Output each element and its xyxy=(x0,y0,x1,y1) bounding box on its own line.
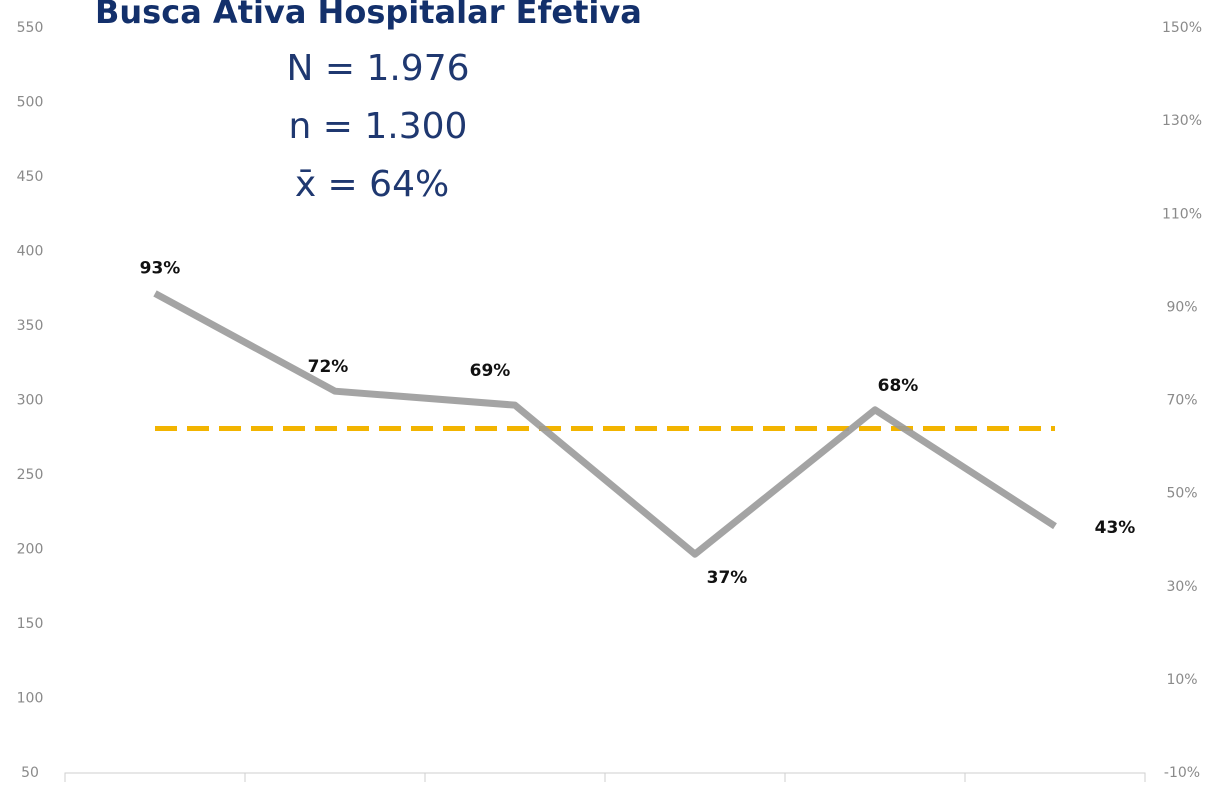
y-tick-label: 400 xyxy=(17,244,44,260)
table-row xyxy=(64,772,1146,786)
annotation: x̄ = 64% xyxy=(295,164,449,205)
table-cell xyxy=(964,772,1146,786)
y2-tick-label: 110% xyxy=(1162,206,1202,222)
table-cell xyxy=(244,772,426,786)
y-tick-label: 150 xyxy=(17,616,44,632)
y2-tick-label: 150% xyxy=(1162,20,1202,36)
y2-tick-label: 90% xyxy=(1166,299,1197,315)
y2-tick-label: 130% xyxy=(1162,113,1202,129)
y2-tick-label: -10% xyxy=(1164,765,1200,781)
y2-tick-label: 50% xyxy=(1166,486,1197,502)
data-label: 69% xyxy=(470,361,511,381)
y-tick-label: 100 xyxy=(17,691,44,707)
chart-title: Busca Ativa Hospitalar Efetiva xyxy=(95,0,642,31)
table-cell xyxy=(424,772,606,786)
table-cell xyxy=(604,772,786,786)
y2-tick-label: 30% xyxy=(1166,579,1197,595)
y2-tick-label: 70% xyxy=(1166,393,1197,409)
data-line xyxy=(153,290,1057,558)
y-tick-label: 300 xyxy=(17,393,44,409)
y-tick-label: 50 xyxy=(21,765,39,781)
table-cell xyxy=(784,772,966,786)
data-label: 93% xyxy=(140,258,181,278)
y-tick-label: 250 xyxy=(17,467,44,483)
y-tick-label: 550 xyxy=(17,20,44,36)
data-label: 68% xyxy=(878,376,919,396)
y-tick-label: 450 xyxy=(17,169,44,185)
y-tick-label: 350 xyxy=(17,318,44,334)
table-cell xyxy=(64,772,246,786)
y-tick-label: 200 xyxy=(17,542,44,558)
data-label: 43% xyxy=(1095,518,1136,538)
annotation: N = 1.976 xyxy=(286,48,469,89)
y-tick-label: 500 xyxy=(17,95,44,111)
data-label: 72% xyxy=(308,357,349,377)
y2-tick-label: 10% xyxy=(1166,672,1197,688)
data-label: 37% xyxy=(707,568,748,588)
annotation: n = 1.300 xyxy=(289,106,468,147)
